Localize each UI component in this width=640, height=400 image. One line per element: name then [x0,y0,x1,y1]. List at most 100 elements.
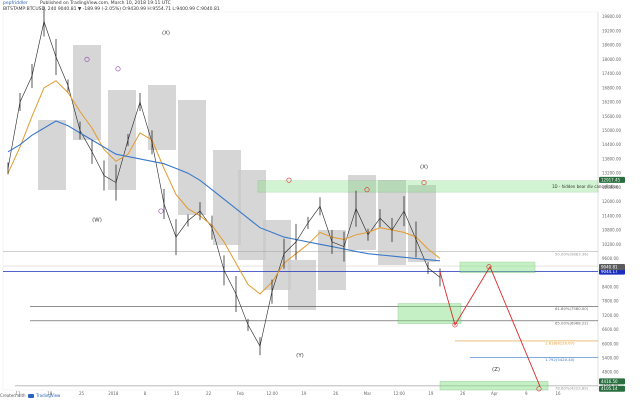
y-tick-label: 12000.00 [602,199,622,204]
footer-created-with: Created with [0,393,26,398]
wave-marker [115,66,121,72]
price-tag [599,264,625,271]
y-tick-label: 13200.00 [602,171,622,176]
cloud-band [213,150,241,245]
price-tag [599,268,625,275]
y-tick-label: 13800.00 [602,156,622,161]
chart-footer: Created with TradingView [0,392,640,400]
y-tick-label: 17400.00 [602,71,622,76]
target-zone-a [397,303,462,324]
target-zone-b [459,261,536,273]
x-tick-label: 22 [206,391,212,396]
x-tick-label: 25 [79,391,85,396]
wave-label: (Y) [296,353,304,359]
x-tick-label: 26 [460,391,466,396]
annotation-text: 1D - hidden bear div cancellation [552,184,619,189]
x-tick-label: 19 [428,391,434,396]
y-tick-label: 16800.00 [602,85,622,90]
level-label: 1.792(5420.40) [545,357,575,362]
y-tick-label: 9600.00 [602,256,619,261]
y-tick-label: 5400.00 [602,356,619,361]
wave-marker [364,187,370,193]
y-tick-label: 4800.00 [602,370,619,375]
x-tick-label: 19 [301,391,307,396]
cloud-band [238,170,266,260]
wave-marker [536,386,542,392]
x-tick-label: 15 [174,391,180,396]
wave-label: (W) [92,218,102,224]
y-tick-label: 15600.00 [602,114,622,119]
wave-marker [421,180,427,186]
y-tick-label: 18000.00 [602,57,622,62]
plot-area[interactable] [2,11,599,391]
y-tick-label: 7200.00 [602,313,619,318]
y-tick-label: 11400.00 [602,213,622,218]
y-tick-label: 14400.00 [602,142,622,147]
wave-marker [486,264,492,270]
cloud-band [178,100,206,215]
x-tick-label: 26 [333,391,339,396]
cloud-band [148,85,176,150]
x-tick-label: Apr [491,391,498,396]
price-tag-label: 4416.50 [601,379,618,384]
wave-marker [84,56,90,62]
y-tick-label: 16200.00 [602,100,622,105]
y-tick-label: 10800.00 [602,228,622,233]
cloud-band [73,45,101,140]
level-label: 1.618(6120.67) [545,340,575,345]
x-tick-label: 16 [555,391,561,396]
chart-header: pepfriddler Published on TradingView.com… [0,0,640,12]
x-tick-label: 12:00 [393,391,405,396]
footer-brand[interactable]: TradingView [36,393,61,398]
y-tick-label: 6600.00 [602,327,619,332]
y-tick-label: 8400.00 [602,284,619,289]
price-tag [599,378,625,385]
author-name[interactable]: pepfriddler [3,1,28,6]
wave-label: (X) [420,164,428,170]
y-tick-label: 7800.00 [602,299,619,304]
cloud-band [288,260,316,310]
price-tag-label: 4105.14 [601,386,618,391]
symbol-ohlc: BITSTAMP:BTCUSD, 240 9040.81 ▼ -189.99 (… [3,6,220,12]
publish-info: Published on TradingView.com, March 10, … [40,1,171,6]
x-tick-label: 18 [47,391,53,396]
cloud-band [108,90,136,190]
y-tick-label: 12600.00 [602,185,622,190]
level-label: 50.00%(9883.36) [555,251,589,256]
cloud-band [348,175,376,250]
wave-marker [158,208,164,214]
y-tick-label: 19800.00 [602,14,622,19]
wave-marker [452,322,458,328]
price-tag [599,385,625,392]
wave-label: (X) [162,31,170,37]
level-label: 61.80%(7580.00) [555,306,589,311]
price-tag-label: 9044.17 [601,269,618,274]
x-tick-label: 9 [525,391,528,396]
x-tick-label: Mar [364,391,372,396]
projection-path [439,265,541,387]
y-tick-label: 15000.00 [602,128,622,133]
wave-marker [286,177,292,183]
tradingview-logo-icon[interactable] [27,394,34,398]
cloud-band [408,185,436,262]
footer-credit: Created with TradingView [0,393,60,398]
y-tick-label: 19200.00 [602,28,622,33]
price-tag-label: 9040.81 [601,265,618,270]
resistance-zone [257,180,599,193]
level-label: 65.00%(6968.22) [555,320,589,325]
cloud-band [263,220,291,290]
level-label: 78.60%(4223.89) [555,385,589,390]
cloud-band [38,120,66,190]
y-tick-label: 18600.00 [602,43,622,48]
x-tick-label: 2018 [108,391,119,396]
x-tick-label: 12:00 [266,391,278,396]
x-tick-label: 11 [15,391,21,396]
price-tag-label: 12917.45 [601,177,621,182]
x-tick-label: 8 [144,391,147,396]
y-tick-label: 6000.00 [602,341,619,346]
target-zone-c [439,381,549,391]
y-tick-label: 10200.00 [602,242,622,247]
x-tick-label: Feb [237,391,245,396]
wave-label: (Z) [492,367,500,373]
